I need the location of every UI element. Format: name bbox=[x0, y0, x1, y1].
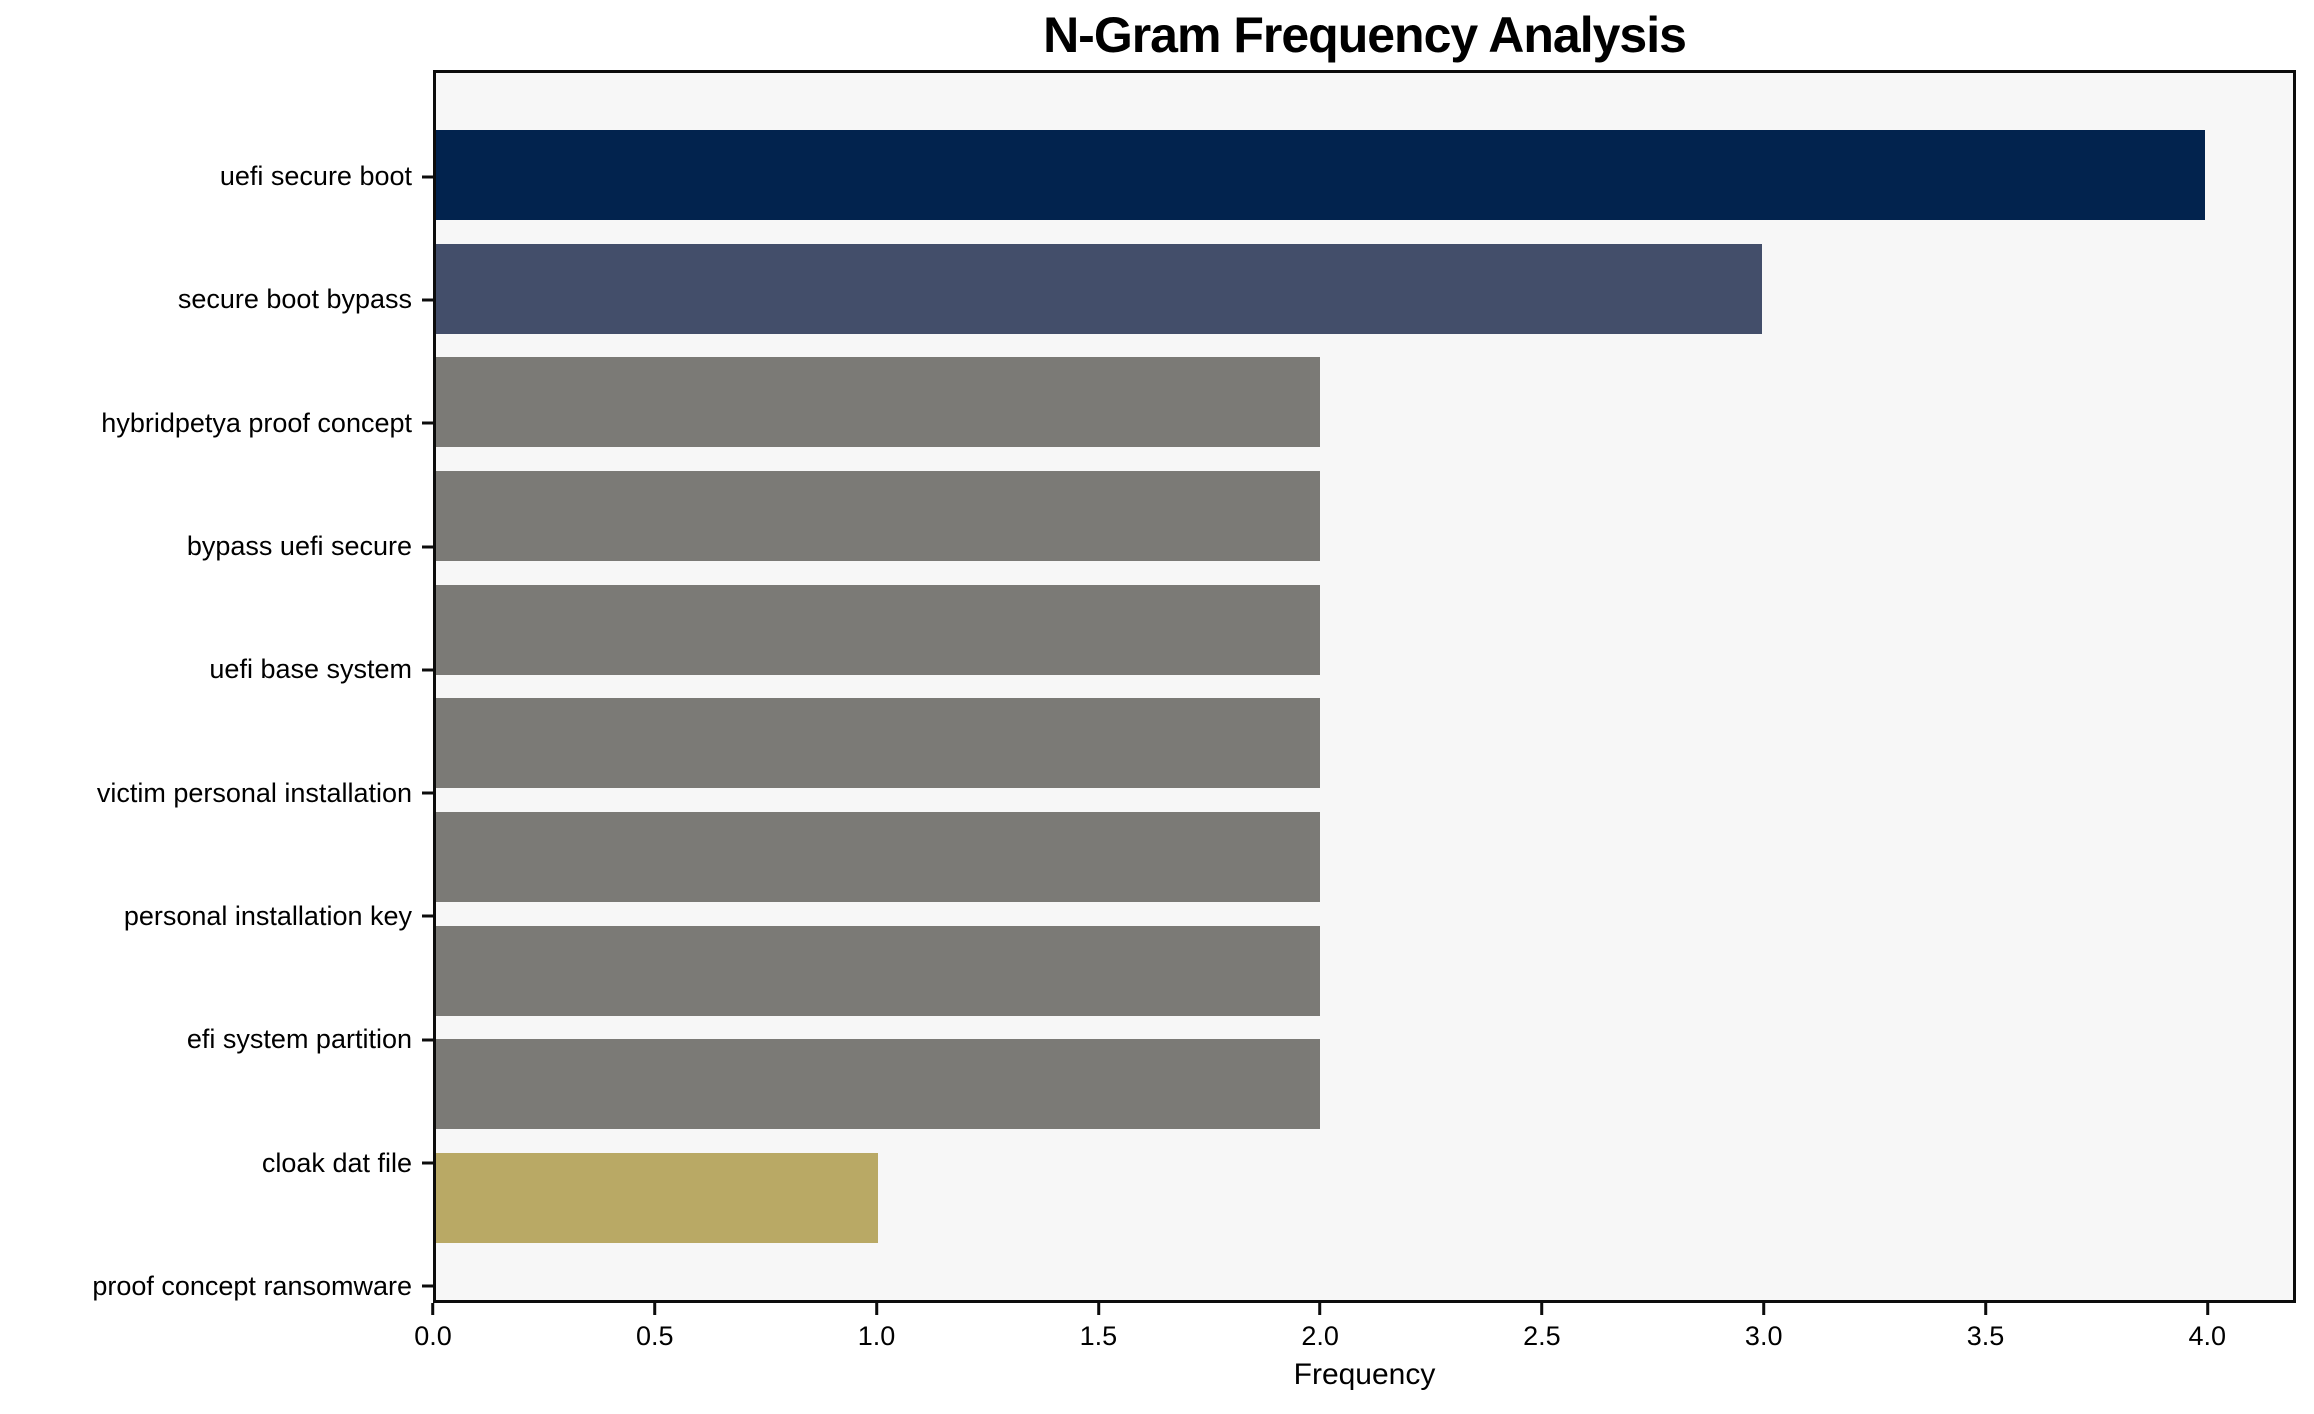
x-tick-label: 1.0 bbox=[857, 1321, 896, 1351]
y-tick-mark bbox=[422, 1284, 433, 1288]
x-tick: 3.5 bbox=[1966, 1303, 2005, 1352]
x-tick: 0.5 bbox=[636, 1303, 674, 1352]
x-tick-label: 2.0 bbox=[1301, 1321, 1339, 1351]
x-tick-mark bbox=[875, 1303, 879, 1315]
bar-secure-boot-bypass bbox=[436, 243, 1763, 334]
category-label: hybridpetya proof concept bbox=[101, 407, 412, 438]
bar-row bbox=[436, 800, 2293, 914]
y-tick-mark bbox=[422, 1038, 433, 1042]
x-tick-label: 0.0 bbox=[414, 1321, 452, 1351]
category-label: victim personal installation bbox=[96, 777, 412, 808]
x-tick: 3.0 bbox=[1744, 1303, 1783, 1352]
y-tick-mark bbox=[422, 175, 433, 179]
x-tick: 1.5 bbox=[1079, 1303, 1118, 1352]
bar-row bbox=[436, 1141, 2293, 1255]
category-label: uefi secure boot bbox=[219, 161, 412, 192]
x-tick-mark bbox=[1318, 1303, 1322, 1315]
y-tick-mark bbox=[422, 545, 433, 549]
category-label: personal installation key bbox=[123, 900, 412, 931]
y-tick-mark bbox=[422, 914, 433, 918]
bar-row bbox=[436, 1028, 2293, 1142]
y-tick-mark bbox=[422, 1161, 433, 1165]
bar-row bbox=[436, 459, 2293, 573]
category-label: cloak dat file bbox=[261, 1147, 412, 1178]
category-label-row: proof concept ransomware bbox=[0, 1225, 433, 1348]
bar-row bbox=[436, 232, 2293, 346]
bar-row bbox=[436, 118, 2293, 232]
y-tick-mark bbox=[422, 668, 433, 672]
x-tick-label: 3.0 bbox=[1744, 1321, 1783, 1351]
category-label-row: personal installation key bbox=[0, 855, 433, 978]
category-label: secure boot bypass bbox=[177, 284, 412, 315]
bar-proof-concept-ransomware bbox=[436, 1153, 879, 1244]
x-tick: 2.5 bbox=[1523, 1303, 1561, 1352]
x-tick-mark bbox=[653, 1303, 657, 1315]
category-label: proof concept ransomware bbox=[92, 1270, 412, 1301]
x-tick-label: 0.5 bbox=[636, 1321, 674, 1351]
bar-hybridpetya-proof-concept bbox=[436, 357, 1321, 448]
bar-row bbox=[436, 573, 2293, 687]
x-tick: 2.0 bbox=[1301, 1303, 1339, 1352]
x-tick: 0.0 bbox=[414, 1303, 452, 1352]
x-tick-mark bbox=[1540, 1303, 1544, 1315]
x-tick-mark bbox=[1096, 1303, 1100, 1315]
y-tick-mark bbox=[422, 791, 433, 795]
x-tick: 1.0 bbox=[857, 1303, 896, 1352]
category-label-row: uefi secure boot bbox=[0, 115, 433, 238]
x-tick-mark bbox=[1983, 1303, 1987, 1315]
bar-efi-system-partition bbox=[436, 925, 1321, 1016]
y-tick-mark bbox=[422, 298, 433, 302]
chart-title: N-Gram Frequency Analysis bbox=[1043, 7, 1687, 63]
category-label-row: bypass uefi secure bbox=[0, 485, 433, 608]
category-label-row: secure boot bypass bbox=[0, 238, 433, 361]
bar-bypass-uefi-secure bbox=[436, 470, 1321, 561]
bar-uefi-base-system bbox=[436, 584, 1321, 675]
category-label: efi system partition bbox=[186, 1024, 412, 1055]
category-label: bypass uefi secure bbox=[186, 531, 412, 562]
x-tick: 4.0 bbox=[2188, 1303, 2227, 1352]
category-label-row: efi system partition bbox=[0, 978, 433, 1101]
x-axis-title: Frequency bbox=[1293, 1358, 1436, 1391]
x-tick-label: 1.5 bbox=[1079, 1321, 1118, 1351]
bar-row bbox=[436, 914, 2293, 1028]
x-tick-label: 2.5 bbox=[1523, 1321, 1561, 1351]
category-label: uefi base system bbox=[209, 654, 412, 685]
y-tick-mark bbox=[422, 421, 433, 425]
x-tick-mark bbox=[1762, 1303, 1766, 1315]
x-tick-mark bbox=[2205, 1303, 2209, 1315]
bar-cloak-dat-file bbox=[436, 1039, 1321, 1130]
category-label-row: uefi base system bbox=[0, 608, 433, 731]
bar-row bbox=[436, 345, 2293, 459]
x-tick-label: 4.0 bbox=[2188, 1321, 2227, 1351]
bar-uefi-secure-boot bbox=[436, 129, 2205, 220]
category-label-row: victim personal installation bbox=[0, 731, 433, 854]
plot-area bbox=[433, 70, 2296, 1303]
x-tick-label: 3.5 bbox=[1966, 1321, 2005, 1351]
x-axis: 0.0 0.5 1.0 1.5 2.0 2.5 3.0 3.5 4.0 bbox=[414, 1303, 2296, 1373]
bar-victim-personal-installation bbox=[436, 698, 1321, 789]
x-tick-mark bbox=[431, 1303, 435, 1315]
category-label-row: cloak dat file bbox=[0, 1101, 433, 1224]
bar-row bbox=[436, 687, 2293, 801]
y-axis-labels: uefi secure boot secure boot bypass hybrid… bbox=[0, 70, 433, 1393]
bar-personal-installation-key bbox=[436, 812, 1321, 903]
category-label-row: hybridpetya proof concept bbox=[0, 362, 433, 485]
